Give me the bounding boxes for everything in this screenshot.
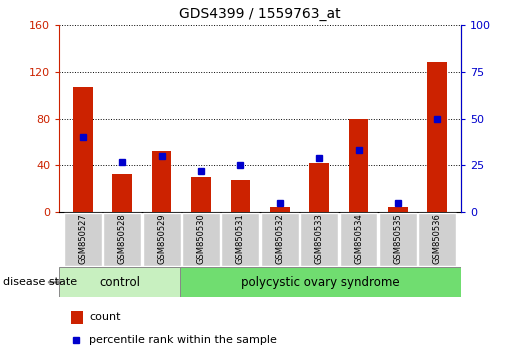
FancyBboxPatch shape <box>221 213 259 266</box>
Text: count: count <box>90 312 121 322</box>
Text: GSM850535: GSM850535 <box>393 213 402 264</box>
Text: polycystic ovary syndrome: polycystic ovary syndrome <box>241 276 400 289</box>
FancyBboxPatch shape <box>300 213 338 266</box>
Text: GSM850530: GSM850530 <box>197 213 205 264</box>
FancyBboxPatch shape <box>182 213 220 266</box>
FancyBboxPatch shape <box>104 213 141 266</box>
Bar <box>191 177 211 212</box>
Bar <box>310 163 329 212</box>
Text: GSM850536: GSM850536 <box>433 213 442 264</box>
Bar <box>388 206 408 212</box>
Bar <box>73 87 93 212</box>
Title: GDS4399 / 1559763_at: GDS4399 / 1559763_at <box>179 7 341 21</box>
Bar <box>427 62 447 212</box>
Bar <box>270 206 289 212</box>
FancyBboxPatch shape <box>418 213 456 266</box>
Bar <box>180 267 461 297</box>
Text: GSM850532: GSM850532 <box>275 213 284 264</box>
Bar <box>71 311 83 324</box>
FancyBboxPatch shape <box>339 213 377 266</box>
Text: GSM850531: GSM850531 <box>236 213 245 264</box>
Bar <box>349 119 368 212</box>
Text: GSM850534: GSM850534 <box>354 213 363 264</box>
Text: GSM850527: GSM850527 <box>78 213 88 264</box>
Bar <box>231 179 250 212</box>
FancyBboxPatch shape <box>379 213 417 266</box>
Text: GSM850529: GSM850529 <box>157 213 166 264</box>
FancyBboxPatch shape <box>64 213 102 266</box>
Bar <box>112 174 132 212</box>
Bar <box>152 152 171 212</box>
Text: GSM850528: GSM850528 <box>118 213 127 264</box>
Text: percentile rank within the sample: percentile rank within the sample <box>90 335 277 346</box>
FancyBboxPatch shape <box>261 213 299 266</box>
Bar <box>59 267 180 297</box>
Text: control: control <box>99 276 140 289</box>
Text: disease state: disease state <box>3 277 77 287</box>
FancyBboxPatch shape <box>143 213 181 266</box>
Text: GSM850533: GSM850533 <box>315 213 323 264</box>
